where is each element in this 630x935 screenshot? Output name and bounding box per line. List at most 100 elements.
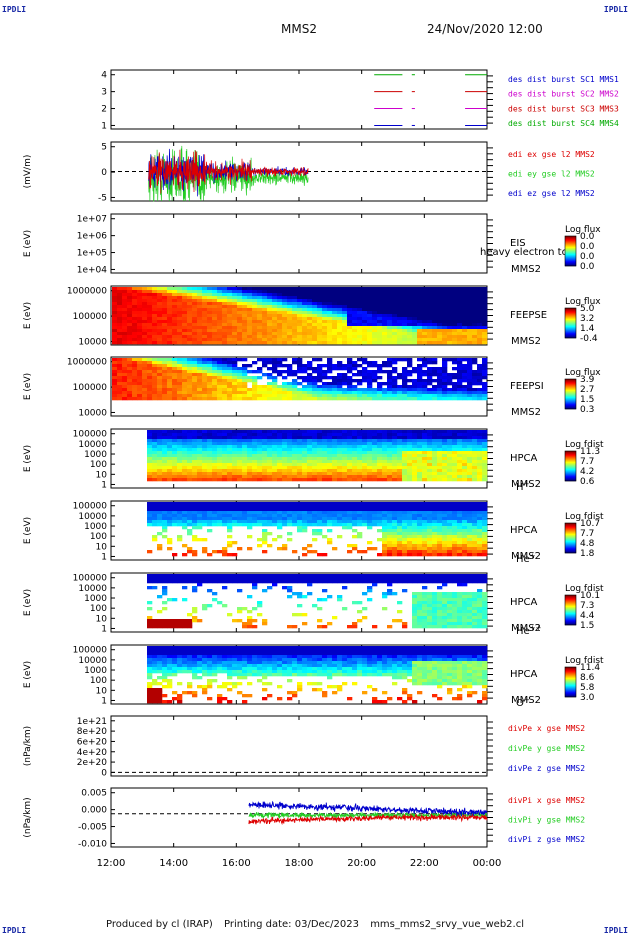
feeps-e-cell	[202, 296, 207, 299]
feeps-e-cell	[272, 302, 277, 305]
feeps-i-cell	[427, 370, 432, 373]
feeps-i-cell	[392, 379, 397, 382]
hpca-he1-cell	[317, 553, 322, 556]
feeps-e-cell	[252, 332, 257, 335]
feeps-e-cell	[282, 323, 287, 326]
feeps-i-cell	[122, 397, 127, 400]
hpca-he1-cell	[187, 505, 192, 508]
hpca-he1-cell	[472, 532, 477, 535]
hpca-he1-cell	[187, 511, 192, 514]
hpca-he1-cell	[357, 508, 362, 511]
hpca-h-cell	[262, 430, 267, 433]
feeps-e-cell	[232, 311, 237, 314]
feeps-e-cell	[137, 335, 142, 338]
feeps-i-cell	[372, 394, 377, 397]
hpca-he1-cell	[332, 511, 337, 514]
hpca-he1-cell	[407, 538, 412, 541]
hpca-he1-cell	[477, 517, 482, 520]
feeps-e-cell	[377, 338, 382, 341]
hpca-h-cell	[477, 436, 482, 439]
hpca-he1-cell	[422, 550, 427, 553]
feeps-i-cell	[462, 397, 467, 400]
hpca-h-cell	[357, 475, 362, 478]
feeps-e-cell	[297, 335, 302, 338]
hpca-he1-cell	[207, 508, 212, 511]
hpca-h-cell	[442, 439, 447, 442]
hpca-h-cell	[417, 472, 422, 475]
feeps-i-cell	[327, 376, 332, 379]
hpca-h-cell	[317, 439, 322, 442]
hpca-he1-cell	[227, 526, 232, 529]
hpca-he1-cell	[242, 502, 247, 505]
hpca-he2-cell	[172, 580, 177, 583]
hpca-he1-cell	[412, 517, 417, 520]
hpca-he1-cell	[302, 511, 307, 514]
hpca-h-cell	[422, 457, 427, 460]
feeps-i-cell	[117, 370, 122, 373]
feeps-i-cell	[467, 370, 472, 373]
feeps-i-cell	[227, 361, 232, 364]
hpca-h-cell	[467, 451, 472, 454]
hpca-h-cell	[232, 451, 237, 454]
hpca-he1-cell	[262, 541, 267, 544]
hpca-he1-cell	[237, 514, 242, 517]
hpca-h-cell	[167, 478, 172, 481]
hpca-he1-cell	[427, 517, 432, 520]
hpca-h-cell	[357, 460, 362, 463]
feeps-e-cell	[302, 299, 307, 302]
hpca-he2-cell	[192, 607, 197, 610]
hpca-he1-cell	[207, 520, 212, 523]
burst-legend-0: des dist burst SC1 MMS1	[508, 75, 619, 84]
hpca-he1-cell	[162, 529, 167, 532]
feeps-i-cell	[217, 364, 222, 367]
feeps-e-cell	[132, 329, 137, 332]
feeps-e-cell	[312, 308, 317, 311]
hpca-he1-cell	[472, 553, 477, 556]
hpca-he1-cell	[457, 508, 462, 511]
feeps-i-cell	[242, 382, 247, 385]
feeps-i-cell	[372, 364, 377, 367]
feeps-e-cell	[302, 329, 307, 332]
hpca-h-cell	[327, 472, 332, 475]
feeps-e-cell	[247, 338, 252, 341]
hpca-h-cell	[457, 442, 462, 445]
hpca-h-cell	[427, 478, 432, 481]
hpca-h-cell	[482, 433, 487, 436]
feeps-i-cell	[172, 367, 177, 370]
hpca-h-cell	[357, 445, 362, 448]
feeps-e-cell	[262, 299, 267, 302]
feeps-e-cell	[392, 314, 397, 317]
feeps-e-cell	[432, 326, 437, 329]
hpca-h-cell	[467, 475, 472, 478]
hpca-h-cell	[232, 472, 237, 475]
feeps-i-cell	[167, 394, 172, 397]
feeps-e-cell	[227, 329, 232, 332]
feeps-i-cell	[417, 358, 422, 361]
feeps-i-cell	[242, 370, 247, 373]
feeps-e-cell	[452, 308, 457, 311]
feeps-e-cell	[372, 299, 377, 302]
feeps-i-cell	[442, 385, 447, 388]
feeps-i-cell	[112, 373, 117, 376]
feeps-e-cell	[387, 335, 392, 338]
feeps-e-cell	[412, 317, 417, 320]
hpca-h-cell	[207, 448, 212, 451]
feeps-i-cell	[457, 385, 462, 388]
feeps-e-cell	[467, 287, 472, 290]
feeps-i-cell	[307, 367, 312, 370]
feeps-i-cell	[192, 376, 197, 379]
feeps-i-cell	[407, 388, 412, 391]
feeps-e-cell	[152, 323, 157, 326]
feeps-e-cell	[327, 317, 332, 320]
feeps-e-cell	[392, 335, 397, 338]
feeps-i-cell	[442, 376, 447, 379]
feeps-e-cell	[192, 302, 197, 305]
hpca-he1-cell	[402, 547, 407, 550]
feeps-e-cell	[427, 302, 432, 305]
feeps-i-cell	[262, 364, 267, 367]
hpca-h-cell	[172, 445, 177, 448]
hpca-h-cell	[382, 475, 387, 478]
hpca-h-cell	[177, 472, 182, 475]
feeps-e-cell	[247, 323, 252, 326]
feeps-i-cell	[187, 379, 192, 382]
